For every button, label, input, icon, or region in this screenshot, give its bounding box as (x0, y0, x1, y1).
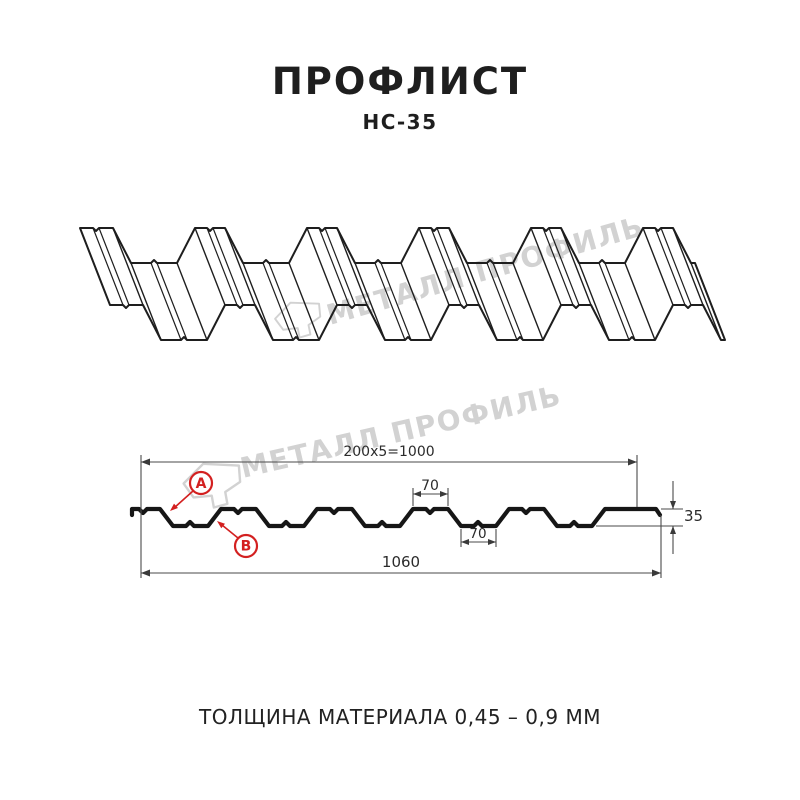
rib-fold-line (224, 227, 256, 306)
cross-section-profile (129, 506, 663, 529)
rib-groove-line (374, 262, 406, 341)
callout-b-circle (233, 533, 259, 559)
rib-fold-line (418, 227, 450, 306)
rib-groove-line (548, 227, 580, 306)
profile-drawing: МЕТАЛЛ ПРОФИЛЬ МЕТАЛЛ ПРОФИЛЬ (79, 209, 726, 578)
rib-fold-line (448, 227, 480, 306)
sheet-body (80, 228, 725, 340)
rib-groove-line (598, 262, 630, 341)
sheet-outline (79, 227, 726, 341)
rib-groove-line (486, 262, 518, 341)
rib-fold-line (354, 262, 386, 341)
rib-fold-line (306, 227, 338, 306)
dim-profile-height: 35 (684, 507, 703, 525)
rib-fold-line (400, 262, 432, 341)
rib-groove-line (212, 227, 244, 306)
brand-logo-icon (182, 462, 242, 509)
profile-code: НС-35 (362, 110, 438, 134)
rib-fold-line (578, 262, 610, 341)
rib-fold-line (560, 227, 592, 306)
rib-groove-line (268, 262, 300, 341)
rib-groove-line (150, 262, 182, 341)
rib-groove-line (604, 262, 636, 341)
rib-fold-line (112, 227, 144, 306)
rib-groove-line (654, 227, 686, 306)
rib-groove-line (436, 227, 468, 306)
callout-a-circle (188, 470, 214, 496)
rib-fold-line (690, 262, 722, 341)
sheet-3d-body (80, 228, 725, 340)
page-title: ПРОФЛИСТ (271, 60, 529, 103)
dim-rib-bottom-width: 70 (469, 526, 486, 542)
rib-groove-line (542, 227, 574, 306)
section-profile-line (129, 506, 663, 529)
rib-fold-line (642, 227, 674, 306)
rib-groove-line (98, 227, 130, 306)
rib-groove-line (262, 262, 294, 341)
rib-groove-line (318, 227, 350, 306)
rib-groove-line (92, 227, 124, 306)
rib-fold-line (512, 262, 544, 341)
watermark-brand-text: МЕТАЛЛ ПРОФИЛЬ (237, 379, 565, 485)
dim-rib-top-width: 70 (421, 478, 439, 494)
dimension-lines (140, 455, 683, 578)
callout-annotations: А В (170, 470, 259, 559)
callout-b-label: В (241, 539, 252, 555)
rib-groove-line (206, 227, 238, 306)
rib-fold-line (672, 227, 704, 306)
rib-fold-line (624, 262, 656, 341)
rib-fold-line (288, 262, 320, 341)
dim-working-width: 200x5=1000 (343, 444, 434, 460)
rib-groove-line (430, 227, 462, 306)
rib-groove-line (492, 262, 524, 341)
rib-groove-line (380, 262, 412, 341)
rib-groove-line (156, 262, 188, 341)
rib-groove-line (660, 227, 692, 306)
callout-a-label: А (196, 476, 207, 492)
dimension-labels: 200x5=1000 70 70 35 1060 (343, 444, 703, 571)
thickness-note: ТОЛЩИНА МАТЕРИАЛА 0,45 – 0,9 ММ (199, 705, 601, 729)
sheet-3d-lines (79, 227, 726, 341)
rib-groove-line (324, 227, 356, 306)
dim-overall-width: 1060 (382, 553, 420, 571)
rib-fold-line (530, 227, 562, 306)
rib-fold-line (336, 227, 368, 306)
rib-fold-line (194, 227, 226, 306)
rib-fold-line (130, 262, 162, 341)
rib-fold-line (242, 262, 274, 341)
rib-fold-line (466, 262, 498, 341)
rib-fold-line (176, 262, 208, 341)
